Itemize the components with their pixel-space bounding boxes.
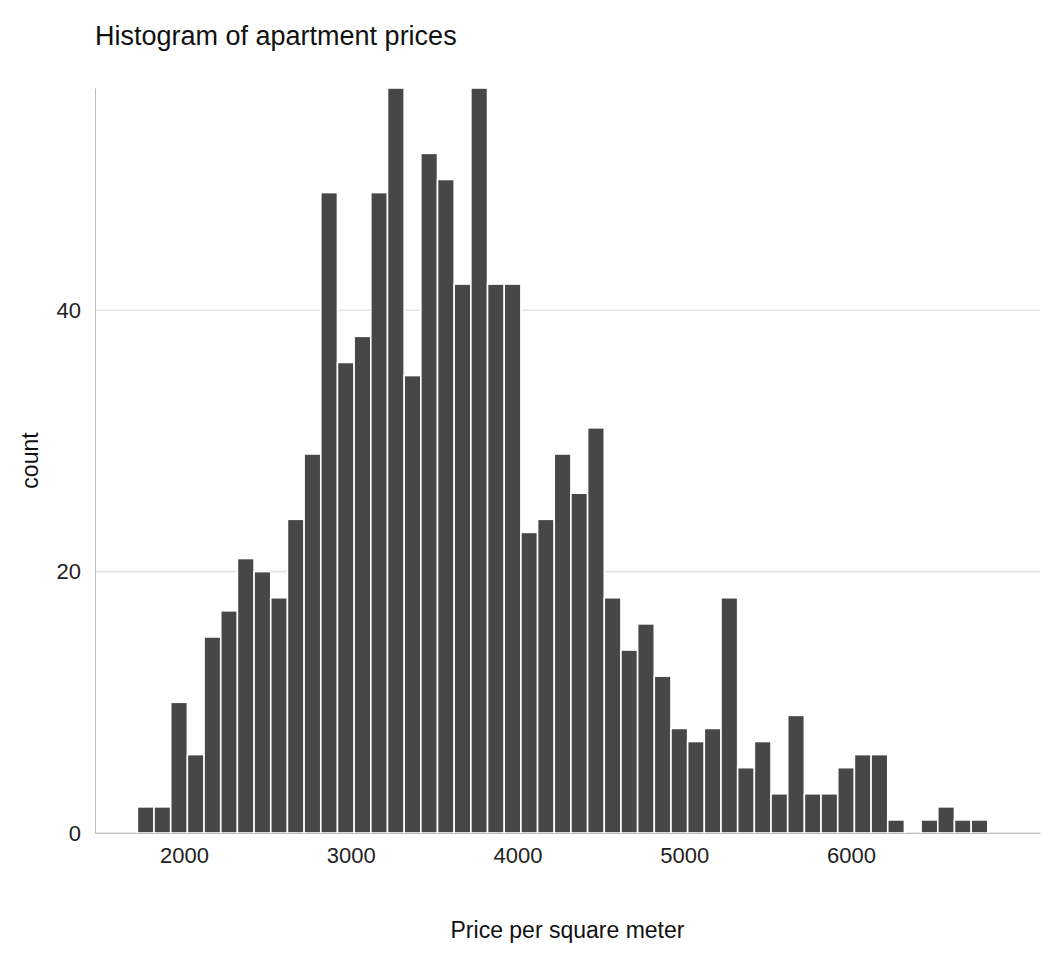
bar (604, 598, 621, 833)
y-axis: 0 20 40 (57, 89, 96, 846)
y-tick: 0 (69, 821, 95, 846)
bar (504, 284, 521, 833)
bar (771, 794, 788, 833)
bar (237, 559, 254, 833)
bars (137, 88, 987, 833)
y-tick-label: 0 (69, 821, 81, 846)
bar (137, 807, 154, 833)
bar (954, 820, 971, 833)
y-tick-label: 40 (57, 298, 81, 323)
bar (554, 454, 571, 833)
x-tick-label: 4000 (494, 843, 543, 868)
bar (921, 820, 938, 833)
y-axis-title: count (17, 432, 43, 489)
bar (971, 820, 988, 833)
bar (271, 598, 288, 833)
bar (871, 755, 888, 833)
bar (704, 728, 721, 833)
bar (204, 637, 221, 833)
bar (304, 454, 321, 833)
x-tick: 2000 (160, 833, 209, 868)
y-tick: 20 (57, 559, 95, 584)
y-tick: 40 (57, 298, 95, 323)
x-axis-title: Price per square meter (451, 917, 685, 943)
x-tick-label: 5000 (660, 843, 709, 868)
bar (454, 284, 471, 833)
bar (571, 493, 588, 833)
bar (588, 428, 605, 833)
bar (254, 572, 271, 833)
bar (671, 728, 688, 833)
x-tick: 6000 (827, 833, 876, 868)
bar (688, 742, 705, 833)
bar (421, 153, 438, 833)
x-tick-label: 3000 (327, 843, 376, 868)
bar (438, 179, 455, 833)
x-tick-label: 6000 (827, 843, 876, 868)
bar (488, 284, 505, 833)
bar (788, 715, 805, 833)
bar (287, 519, 304, 833)
x-tick: 5000 (660, 833, 709, 868)
x-tick: 3000 (327, 833, 376, 868)
title: Histogram of apartment prices (95, 21, 457, 51)
bar (821, 794, 838, 833)
y-tick-label: 20 (57, 559, 81, 584)
x-tick: 4000 (494, 833, 543, 868)
chart: 2000 3000 4000 5000 6000 0 20 40 Histogram of ap… (0, 0, 1056, 960)
bar (904, 832, 921, 833)
bar (387, 88, 404, 833)
grid-line (95, 309, 1040, 311)
bar (354, 336, 371, 833)
bar (337, 362, 354, 833)
bar (888, 820, 905, 833)
plot: 2000 3000 4000 5000 6000 0 20 40 (57, 88, 1041, 868)
x-axis: 2000 3000 4000 5000 6000 (96, 833, 1041, 868)
bar (738, 768, 755, 833)
bar (804, 794, 821, 833)
bar (404, 376, 421, 833)
bar (321, 193, 338, 833)
bar (638, 624, 655, 833)
bar (538, 519, 555, 833)
bar (187, 755, 204, 833)
x-tick-label: 2000 (160, 843, 209, 868)
bar (721, 598, 738, 833)
bar (754, 742, 771, 833)
y-axis-line (95, 89, 96, 834)
bar (621, 650, 638, 833)
bar (938, 807, 955, 833)
x-axis-line (96, 833, 1041, 834)
bar (654, 676, 671, 833)
bar (221, 611, 238, 833)
grid (95, 310, 1040, 833)
bar (154, 807, 171, 833)
bar (171, 702, 188, 833)
bar (371, 193, 388, 833)
bar (521, 532, 538, 833)
bar (854, 755, 871, 833)
bar (471, 88, 488, 833)
bar (838, 768, 855, 833)
